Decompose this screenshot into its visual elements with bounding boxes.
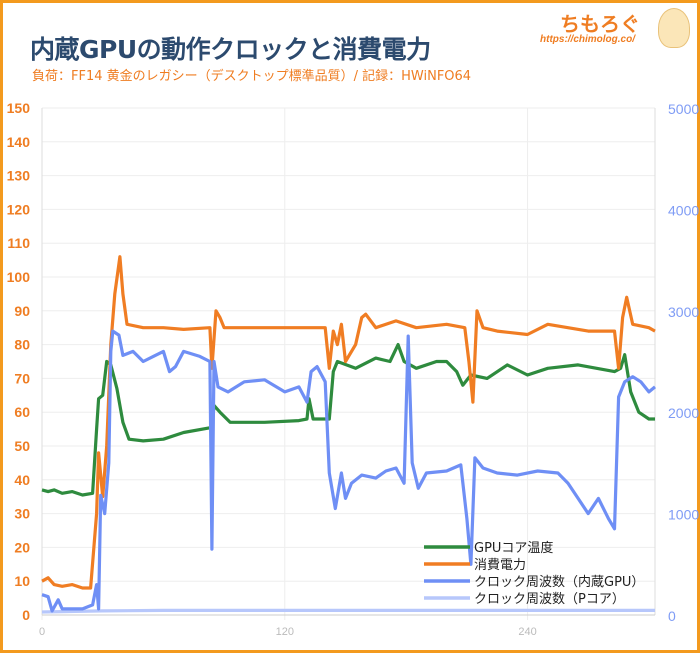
series-line-2 bbox=[41, 329, 657, 613]
y-left-tick-label: 140 bbox=[7, 134, 31, 150]
mascot-icon bbox=[658, 8, 690, 48]
x-tick-label: 0 bbox=[39, 626, 45, 638]
y-right-tick-label: 4000 bbox=[668, 202, 699, 218]
y-left-tick-label: 130 bbox=[7, 168, 31, 184]
series-line-0 bbox=[41, 343, 655, 497]
y-left-tick-label: 40 bbox=[14, 472, 30, 488]
y-left-tick-label: 90 bbox=[14, 303, 30, 319]
chart-title: 内蔵GPUの動作クロックと消費電力 bbox=[30, 35, 431, 64]
y-right-tick-label: 5000 bbox=[668, 101, 699, 117]
logo-name: ちもろぐ bbox=[560, 12, 640, 36]
y-left-tick-label: 10 bbox=[14, 573, 30, 589]
y-left-tick-label: 120 bbox=[7, 201, 31, 217]
y-left-tick-label: 30 bbox=[14, 506, 30, 522]
y-left-tick-label: 80 bbox=[14, 337, 30, 353]
y-left-tick-label: 70 bbox=[14, 370, 30, 386]
logo: ちもろぐ https://chimolog.co/ bbox=[540, 8, 690, 48]
x-tick-label: 240 bbox=[518, 626, 536, 638]
y-right-tick-label: 2000 bbox=[668, 405, 699, 421]
logo-url: https://chimolog.co/ bbox=[540, 34, 635, 45]
y-right-tick-label: 1000 bbox=[668, 507, 699, 523]
y-left-tick-label: 0 bbox=[22, 607, 30, 623]
legend-label: クロック周波数（Pコア） bbox=[474, 592, 625, 607]
chart-subtitle: 負荷：FF14 黄金のレガシー（デスクトップ標準品質）/ 記録：HWiNFO64 bbox=[32, 69, 472, 84]
y-left-tick-label: 60 bbox=[14, 404, 30, 420]
legend-label: クロック周波数（内蔵GPU） bbox=[474, 574, 644, 590]
series-line-1 bbox=[41, 255, 656, 590]
series-line-3 bbox=[41, 608, 655, 614]
legend-label: 消費電力 bbox=[474, 558, 526, 573]
y-right-tick-label: 0 bbox=[668, 608, 676, 624]
y-right-tick-label: 3000 bbox=[668, 304, 699, 320]
y-left-tick-label: 150 bbox=[7, 100, 31, 116]
y-left-tick-label: 20 bbox=[14, 539, 30, 555]
y-left-tick-label: 100 bbox=[7, 269, 31, 285]
y-left-tick-label: 50 bbox=[14, 438, 30, 454]
legend-label: GPUコア温度 bbox=[474, 540, 553, 556]
y-left-tick-label: 110 bbox=[7, 235, 30, 251]
x-tick-label: 120 bbox=[276, 626, 294, 638]
